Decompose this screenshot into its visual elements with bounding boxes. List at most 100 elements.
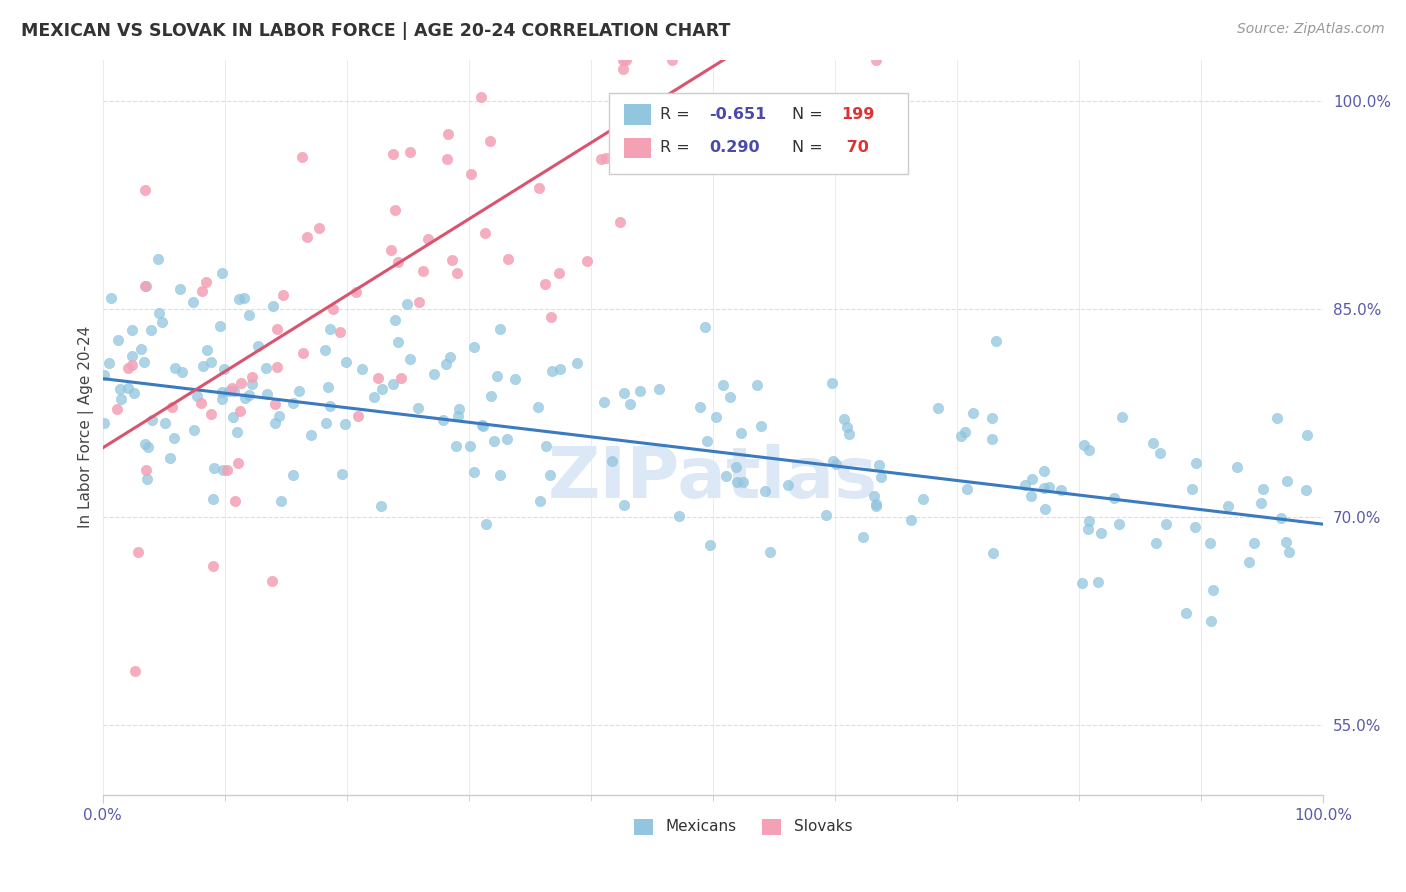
Mexicans — [270, 493, 292, 508]
Slovaks — [117, 360, 139, 375]
Mexicans — [183, 423, 205, 437]
Mexicans — [1156, 517, 1178, 532]
Slovaks — [308, 221, 330, 235]
Mexicans — [1014, 478, 1036, 492]
Slovaks — [135, 463, 157, 477]
Mexicans — [200, 355, 222, 369]
FancyBboxPatch shape — [762, 819, 782, 835]
Mexicans — [212, 362, 235, 376]
Slovaks — [478, 134, 501, 148]
Mexicans — [714, 469, 737, 483]
Mexicans — [733, 475, 755, 489]
Mexicans — [695, 319, 717, 334]
Mexicans — [503, 372, 526, 386]
Mexicans — [121, 323, 143, 337]
Slovaks — [436, 152, 458, 166]
Mexicans — [838, 427, 860, 442]
Mexicans — [434, 357, 457, 371]
Mexicans — [121, 349, 143, 363]
Mexicans — [254, 360, 277, 375]
Mexicans — [1184, 519, 1206, 533]
Mexicans — [648, 382, 671, 396]
Text: 199: 199 — [841, 107, 875, 122]
Mexicans — [1216, 499, 1239, 513]
Slovaks — [382, 147, 405, 161]
Mexicans — [980, 432, 1002, 446]
Mexicans — [1199, 536, 1222, 550]
Slovaks — [271, 288, 294, 302]
Mexicans — [228, 292, 250, 306]
Mexicans — [981, 411, 1004, 425]
Slovaks — [229, 376, 252, 391]
Mexicans — [159, 450, 181, 465]
Slovaks — [440, 252, 463, 267]
Slovaks — [384, 202, 406, 217]
Slovaks — [589, 152, 612, 166]
Mexicans — [956, 482, 979, 496]
Mexicans — [730, 426, 752, 441]
Slovaks — [266, 359, 288, 374]
Text: R =: R = — [661, 107, 696, 122]
Mexicans — [1090, 525, 1112, 540]
Mexicans — [432, 412, 454, 426]
Mexicans — [1278, 545, 1301, 559]
Mexicans — [262, 299, 284, 313]
Mexicans — [222, 409, 245, 424]
Text: Source: ZipAtlas.com: Source: ZipAtlas.com — [1237, 22, 1385, 37]
Y-axis label: In Labor Force | Age 20-24: In Labor Force | Age 20-24 — [79, 326, 94, 528]
Slovaks — [191, 284, 214, 298]
Mexicans — [592, 395, 614, 409]
Mexicans — [350, 361, 373, 376]
Slovaks — [661, 53, 683, 67]
FancyBboxPatch shape — [624, 104, 651, 125]
Mexicans — [288, 384, 311, 398]
Mexicans — [162, 431, 184, 445]
Mexicans — [1032, 481, 1054, 495]
Slovaks — [134, 279, 156, 293]
Slovaks — [446, 267, 468, 281]
Mexicans — [835, 419, 858, 434]
Mexicans — [1149, 446, 1171, 460]
Slovaks — [720, 95, 742, 110]
Mexicans — [912, 492, 935, 507]
Slovaks — [240, 370, 263, 384]
Mexicans — [423, 368, 446, 382]
Mexicans — [704, 409, 727, 424]
Mexicans — [548, 362, 571, 376]
Mexicans — [471, 417, 494, 432]
Mexicans — [201, 491, 224, 506]
Slovaks — [534, 277, 557, 292]
Slovaks — [496, 252, 519, 266]
Mexicans — [107, 333, 129, 347]
Slovaks — [408, 295, 430, 310]
Mexicans — [439, 350, 461, 364]
Slovaks — [540, 310, 562, 324]
Slovaks — [121, 359, 143, 373]
Mexicans — [371, 382, 394, 396]
Mexicans — [955, 425, 977, 439]
Mexicans — [1070, 576, 1092, 591]
Mexicans — [981, 546, 1004, 560]
Mexicans — [619, 397, 641, 411]
Mexicans — [1275, 474, 1298, 488]
Mexicans — [538, 467, 561, 482]
Mexicans — [776, 478, 799, 492]
Mexicans — [281, 396, 304, 410]
Mexicans — [1275, 534, 1298, 549]
Mexicans — [319, 322, 342, 336]
Mexicans — [136, 472, 159, 486]
Slovaks — [295, 230, 318, 244]
Mexicans — [132, 355, 155, 369]
Mexicans — [814, 508, 837, 523]
Mexicans — [949, 429, 972, 443]
Mexicans — [319, 399, 342, 413]
Mexicans — [1267, 411, 1289, 425]
Slovaks — [224, 494, 246, 508]
Mexicans — [191, 359, 214, 373]
Slovaks — [547, 266, 569, 280]
Mexicans — [1077, 522, 1099, 536]
Mexicans — [408, 401, 430, 415]
Mexicans — [181, 295, 204, 310]
Slovaks — [612, 53, 634, 67]
Mexicans — [141, 413, 163, 427]
